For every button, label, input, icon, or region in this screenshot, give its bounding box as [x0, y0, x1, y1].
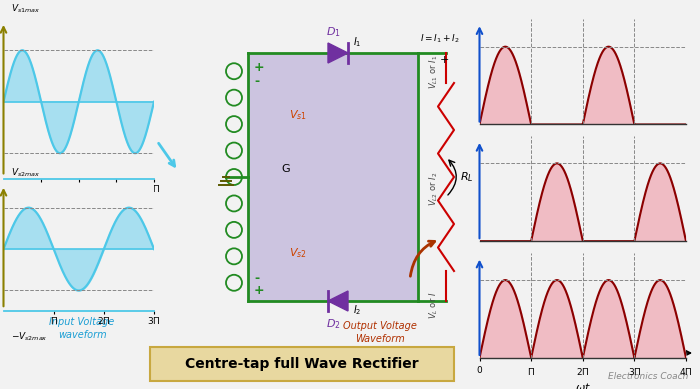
X-axis label: $\omega t$: $\omega t$ [575, 381, 591, 389]
Text: Output Voltage
Waveform: Output Voltage Waveform [343, 321, 417, 344]
Text: $V_{s2}$: $V_{s2}$ [289, 246, 307, 260]
Polygon shape [328, 291, 348, 311]
Text: Input Voltage
waveform: Input Voltage waveform [50, 317, 115, 340]
Text: $V_{L2}$ or $I_2$: $V_{L2}$ or $I_2$ [428, 172, 440, 206]
Text: $V_{s1}$: $V_{s1}$ [289, 108, 307, 122]
FancyBboxPatch shape [248, 53, 418, 301]
Text: $V_{s1max}$: $V_{s1max}$ [11, 2, 41, 15]
Text: $V_L$ or $I$: $V_L$ or $I$ [428, 292, 440, 319]
Text: +: + [440, 55, 449, 65]
Text: Electronics Coach: Electronics Coach [608, 372, 688, 381]
Text: $I_1$: $I_1$ [353, 35, 361, 49]
Text: $-V_{s1max}$: $-V_{s1max}$ [11, 199, 48, 211]
Text: $D_2$: $D_2$ [326, 317, 340, 331]
Text: $D_1$: $D_1$ [326, 25, 340, 39]
Text: $-V_{s2max}$: $-V_{s2max}$ [11, 330, 48, 343]
Text: Centre-tap full Wave Rectifier: Centre-tap full Wave Rectifier [186, 357, 419, 371]
Text: $V_{L1}$ or $I_1$: $V_{L1}$ or $I_1$ [428, 55, 440, 89]
Text: -: - [254, 75, 259, 88]
Text: +: + [254, 61, 265, 74]
Text: $R_L$: $R_L$ [460, 170, 474, 184]
FancyBboxPatch shape [150, 347, 454, 381]
Polygon shape [328, 43, 348, 63]
Text: +: + [254, 284, 265, 297]
Text: G: G [281, 164, 290, 174]
Text: $I = I_1 + I_2$: $I = I_1 + I_2$ [420, 32, 460, 44]
Text: -: - [254, 272, 259, 285]
Text: $I_2$: $I_2$ [353, 303, 361, 317]
Text: $V_{s2max}$: $V_{s2max}$ [11, 166, 40, 179]
